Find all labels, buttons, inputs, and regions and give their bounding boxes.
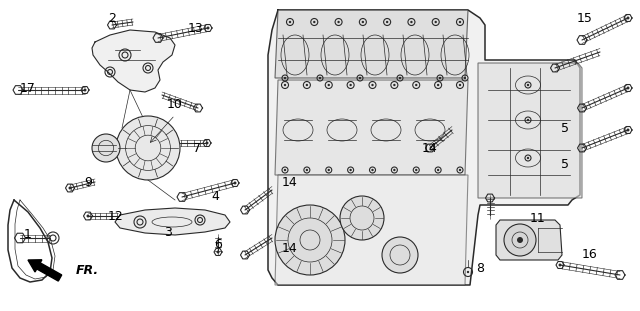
- Text: 5: 5: [561, 122, 569, 134]
- Circle shape: [207, 26, 209, 30]
- Circle shape: [362, 21, 364, 23]
- Circle shape: [559, 263, 561, 267]
- Circle shape: [393, 169, 396, 171]
- Circle shape: [437, 84, 439, 86]
- Text: 4: 4: [211, 189, 219, 202]
- Circle shape: [371, 169, 374, 171]
- Circle shape: [284, 77, 286, 79]
- Circle shape: [306, 84, 308, 86]
- Circle shape: [467, 271, 469, 273]
- Circle shape: [393, 84, 396, 86]
- Polygon shape: [275, 175, 468, 285]
- Text: 11: 11: [530, 211, 546, 225]
- Circle shape: [328, 84, 330, 86]
- Circle shape: [382, 237, 418, 273]
- Text: 10: 10: [167, 99, 183, 112]
- Circle shape: [328, 169, 330, 171]
- Circle shape: [234, 182, 237, 184]
- Circle shape: [319, 77, 321, 79]
- Text: 14: 14: [282, 177, 298, 189]
- FancyArrow shape: [28, 260, 61, 281]
- Text: 8: 8: [476, 262, 484, 275]
- Circle shape: [415, 169, 417, 171]
- Text: 17: 17: [20, 81, 36, 95]
- Circle shape: [437, 169, 439, 171]
- Text: 1: 1: [24, 229, 32, 242]
- Circle shape: [349, 84, 352, 86]
- Text: 5: 5: [561, 159, 569, 171]
- Circle shape: [116, 116, 180, 180]
- Text: 9: 9: [84, 177, 92, 189]
- Circle shape: [83, 89, 86, 91]
- Text: FR.: FR.: [76, 263, 99, 276]
- Text: 15: 15: [577, 12, 593, 25]
- Circle shape: [216, 250, 220, 253]
- Circle shape: [464, 77, 466, 79]
- Circle shape: [289, 21, 291, 23]
- Circle shape: [205, 142, 209, 145]
- Polygon shape: [92, 30, 175, 92]
- Circle shape: [92, 134, 120, 162]
- Circle shape: [627, 128, 630, 132]
- Polygon shape: [268, 10, 580, 285]
- Circle shape: [459, 21, 461, 23]
- Circle shape: [306, 169, 308, 171]
- Circle shape: [337, 21, 340, 23]
- Circle shape: [313, 21, 316, 23]
- Circle shape: [284, 169, 286, 171]
- Polygon shape: [478, 63, 582, 198]
- Circle shape: [517, 237, 523, 243]
- Circle shape: [527, 119, 529, 121]
- Text: 3: 3: [164, 225, 172, 239]
- Circle shape: [415, 84, 417, 86]
- Circle shape: [504, 224, 536, 256]
- Circle shape: [435, 21, 437, 23]
- Circle shape: [627, 16, 630, 20]
- Circle shape: [349, 169, 352, 171]
- Circle shape: [459, 84, 461, 86]
- Polygon shape: [496, 220, 562, 260]
- Circle shape: [68, 187, 72, 189]
- Text: 14: 14: [422, 142, 438, 155]
- Text: 16: 16: [582, 248, 598, 262]
- Circle shape: [386, 21, 388, 23]
- Circle shape: [371, 84, 374, 86]
- Text: 13: 13: [188, 21, 204, 35]
- Circle shape: [410, 21, 413, 23]
- Circle shape: [359, 77, 361, 79]
- Circle shape: [527, 157, 529, 159]
- Circle shape: [627, 86, 630, 90]
- Circle shape: [86, 215, 90, 217]
- Polygon shape: [115, 208, 230, 235]
- Circle shape: [284, 84, 286, 86]
- Text: 2: 2: [108, 12, 116, 25]
- Text: 6: 6: [214, 239, 222, 252]
- Circle shape: [439, 77, 441, 79]
- Circle shape: [275, 205, 345, 275]
- Text: 12: 12: [108, 210, 124, 222]
- Text: 7: 7: [193, 142, 201, 155]
- Circle shape: [399, 77, 401, 79]
- Circle shape: [527, 84, 529, 86]
- Polygon shape: [275, 80, 468, 175]
- Text: 14: 14: [282, 242, 298, 254]
- Circle shape: [459, 169, 461, 171]
- Circle shape: [340, 196, 384, 240]
- Polygon shape: [275, 10, 468, 78]
